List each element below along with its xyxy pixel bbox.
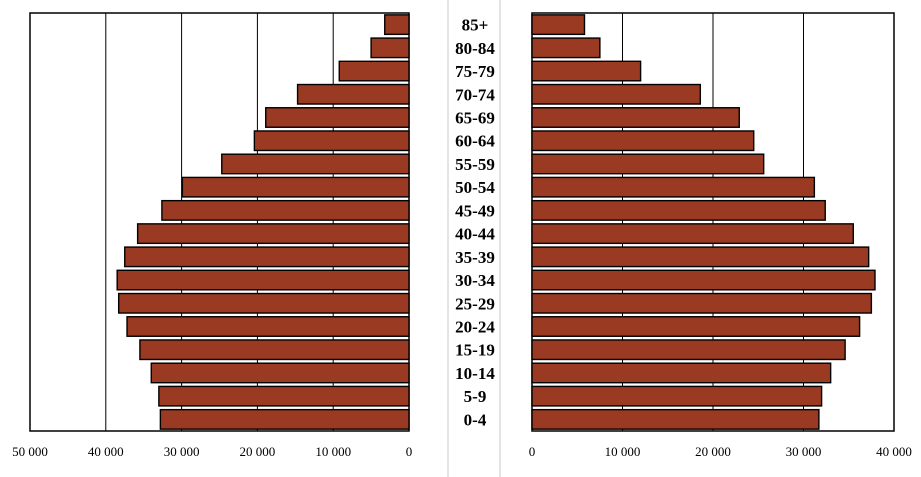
- age-label-60-64: 60-64: [455, 132, 495, 151]
- age-label-35-39: 35-39: [455, 248, 495, 267]
- age-label-5-9: 5-9: [464, 387, 487, 406]
- right-tick-label: 10 000: [605, 444, 641, 459]
- left-tick-label: 30 000: [164, 444, 200, 459]
- age-label-30-34: 30-34: [455, 271, 495, 290]
- right-bar-85+: [531, 14, 586, 36]
- left-tick-label: 20 000: [240, 444, 276, 459]
- age-label-10-14: 10-14: [455, 364, 495, 383]
- right-bar-10-14: [531, 362, 832, 384]
- right-bar-50-54: [531, 176, 816, 198]
- left-bar-45-49: [161, 199, 410, 221]
- age-label-40-44: 40-44: [455, 225, 495, 244]
- right-tick-label: 20 000: [695, 444, 731, 459]
- age-group-labels: 0-4 5-9 10-14 15-19 20-24 25-29 30-34 35-39 40-4…: [455, 16, 495, 430]
- right-bar-60-64: [531, 130, 755, 152]
- right-bar-65-69: [531, 107, 740, 128]
- age-label-85+: 85+: [462, 16, 489, 35]
- right-tick-label: 30 000: [786, 444, 822, 459]
- right-bar-70-74: [531, 83, 702, 105]
- left-bar-80-84: [370, 37, 410, 59]
- right-bar-0-4: [531, 408, 820, 430]
- left-bar-50-54: [181, 176, 410, 198]
- age-label-65-69: 65-69: [455, 109, 495, 128]
- right-bar-80-84: [531, 37, 601, 59]
- left-bar-75-79: [338, 60, 410, 82]
- right-bar-75-79: [531, 60, 642, 82]
- right-bar-30-34: [531, 269, 876, 291]
- left-bar-35-39: [124, 246, 410, 268]
- left-bar-10-14: [150, 362, 410, 384]
- age-label-55-59: 55-59: [455, 155, 495, 174]
- left-tick-label: 50 000: [12, 444, 48, 459]
- left-tick-label: 10 000: [315, 444, 351, 459]
- left-bar-55-59: [221, 153, 410, 175]
- left-tick-label: 0: [406, 444, 413, 459]
- right-bar-40-44: [531, 223, 854, 245]
- left-tick-label: 40 000: [88, 444, 124, 459]
- left-tick-labels: 50 000 40 000 30 000 20 000 10 000 0: [12, 444, 412, 459]
- right-bar-55-59: [531, 153, 765, 175]
- right-tick-label: 0: [529, 444, 536, 459]
- left-bars: [116, 14, 410, 430]
- age-label-80-84: 80-84: [455, 39, 495, 58]
- right-bar-5-9: [531, 385, 823, 407]
- right-bar-25-29: [531, 292, 873, 314]
- age-label-20-24: 20-24: [455, 318, 495, 337]
- right-tick-labels: 0 10 000 20 000 30 000 40 000: [529, 444, 912, 459]
- left-bar-60-64: [253, 130, 410, 152]
- left-bar-25-29: [117, 292, 410, 314]
- age-label-70-74: 70-74: [455, 85, 495, 104]
- left-bar-40-44: [136, 223, 410, 245]
- left-plot-frame: [29, 12, 410, 432]
- right-tick-label: 40 000: [876, 444, 912, 459]
- left-bar-0-4: [159, 408, 410, 430]
- right-bar-15-19: [531, 339, 846, 361]
- right-panel: 0 10 000 20 000 30 000 40 000: [529, 12, 912, 459]
- age-label-75-79: 75-79: [455, 62, 495, 81]
- right-bar-45-49: [531, 199, 826, 221]
- left-bar-85+: [384, 14, 410, 36]
- left-bar-30-34: [116, 269, 410, 291]
- age-label-50-54: 50-54: [455, 178, 495, 197]
- age-label-45-49: 45-49: [455, 201, 495, 220]
- right-bar-20-24: [531, 316, 861, 337]
- left-bar-15-19: [139, 339, 410, 361]
- left-gridlines: [105, 13, 334, 431]
- left-bar-65-69: [265, 107, 410, 128]
- left-panel: 50 000 40 000 30 000 20 000 10 000 0: [12, 12, 412, 459]
- right-bar-35-39: [531, 246, 870, 268]
- left-bar-20-24: [126, 316, 410, 337]
- age-label-15-19: 15-19: [455, 341, 495, 360]
- right-bars: [531, 14, 876, 430]
- age-label-0-4: 0-4: [464, 410, 487, 429]
- age-label-25-29: 25-29: [455, 294, 495, 313]
- left-bar-70-74: [296, 83, 410, 105]
- left-bar-5-9: [158, 385, 410, 407]
- right-gridlines: [622, 13, 804, 431]
